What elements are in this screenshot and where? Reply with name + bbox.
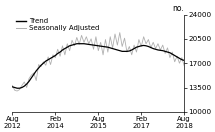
Text: no.: no. [172, 4, 184, 13]
Legend: Trend, Seasonally Adjusted: Trend, Seasonally Adjusted [16, 18, 99, 31]
